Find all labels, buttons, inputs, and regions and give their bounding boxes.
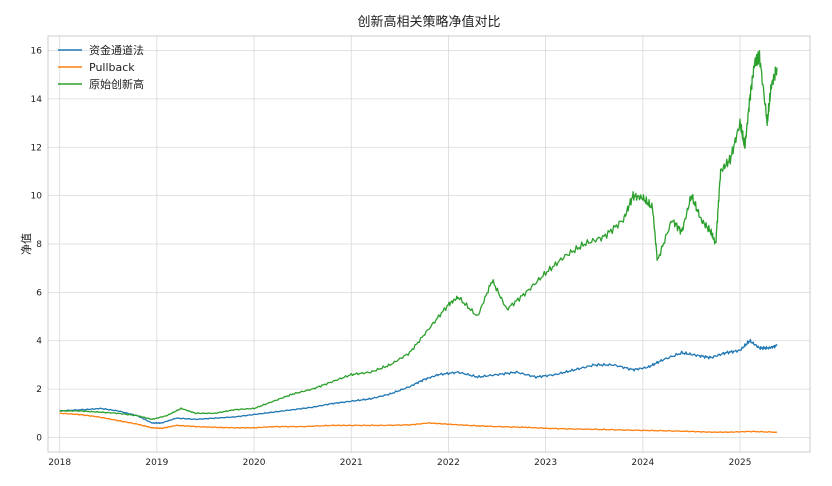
y-axis: 0 2 4 6 8 10 12 14 16: [31, 47, 43, 444]
y-tick-label: 10: [31, 192, 43, 202]
x-tick-label: 2023: [534, 458, 557, 468]
y-tick-label: 14: [31, 95, 43, 105]
series-line: [59, 338, 778, 425]
y-tick-label: 12: [31, 143, 42, 153]
series-line: [59, 412, 778, 434]
x-tick-label: 2019: [145, 458, 168, 468]
x-tick-label: 2021: [340, 458, 363, 468]
chart-title: 创新高相关策略净值对比: [357, 14, 500, 30]
series-layer: [59, 49, 778, 434]
plot-area: [47, 35, 811, 453]
y-tick-label: 0: [36, 433, 42, 443]
y-axis-label: 净值: [19, 233, 33, 255]
y-tick-label: 6: [36, 288, 42, 298]
legend-label: Pullback: [89, 61, 135, 74]
x-tick-label: 2020: [243, 458, 266, 468]
x-tick-label: 2024: [631, 458, 654, 468]
x-tick-label: 2025: [729, 458, 752, 468]
legend: 资金通道法 Pullback 原始创新高: [58, 43, 144, 91]
series-line: [59, 49, 778, 421]
y-tick-label: 2: [36, 385, 42, 395]
legend-label: 资金通道法: [89, 43, 144, 57]
y-tick-label: 16: [31, 47, 43, 57]
y-tick-label: 4: [36, 337, 42, 347]
y-tick-label: 8: [36, 240, 42, 250]
grid-lines: [48, 36, 810, 452]
x-axis: 2018 2019 2020 2021 2022 2023 2024 2025: [48, 458, 751, 468]
x-tick-label: 2022: [437, 458, 460, 468]
x-tick-label: 2018: [48, 458, 71, 468]
legend-label: 原始创新高: [89, 77, 144, 91]
plot-frame: [47, 35, 811, 453]
